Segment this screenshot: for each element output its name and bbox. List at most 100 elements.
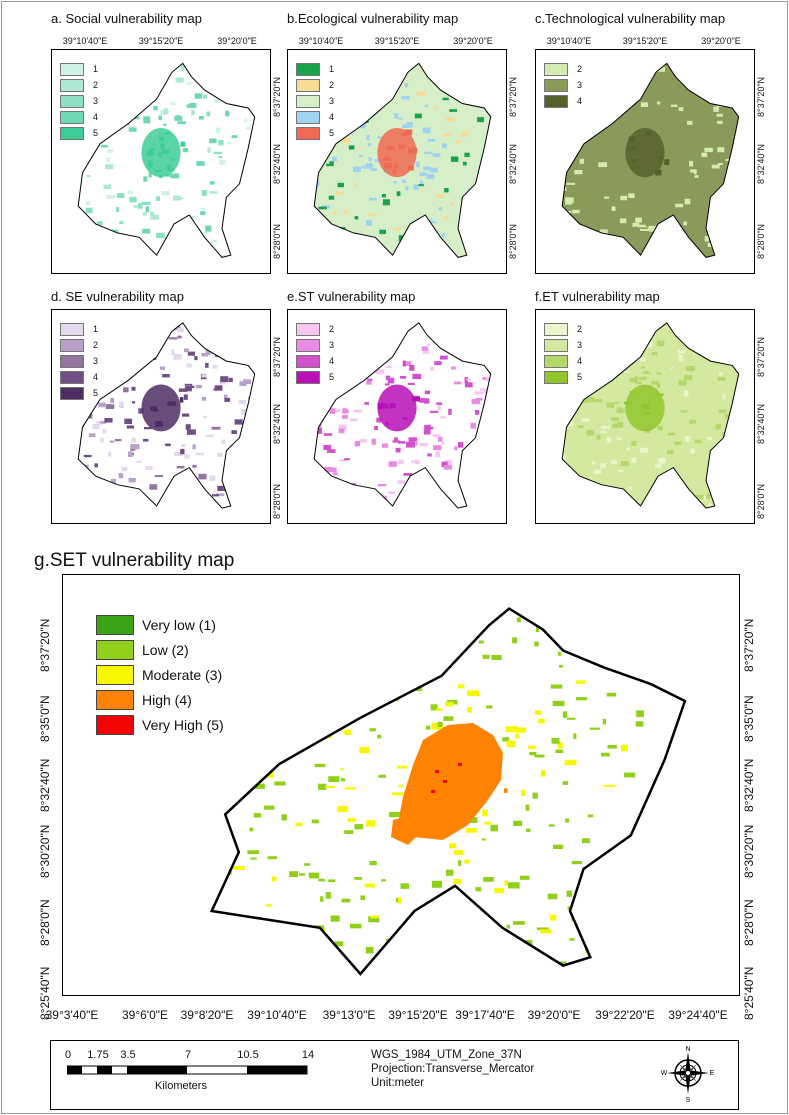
panel-lon-tick: 39°10'40"E bbox=[62, 36, 108, 46]
main-lat-tick-left: 8°37'20"N bbox=[38, 618, 52, 672]
legend-label: 2 bbox=[329, 324, 335, 334]
panel-map-canvas bbox=[77, 322, 256, 509]
panel-lat-tick: 8°32'40"N bbox=[508, 143, 518, 184]
scale-bar-number: 0 bbox=[64, 1049, 72, 1061]
legend-item: 3 bbox=[544, 77, 582, 93]
legend-label: 4 bbox=[329, 112, 335, 122]
map-footer bbox=[50, 1040, 739, 1110]
panel-map-2 bbox=[535, 49, 755, 274]
main-legend-label: Moderate (3) bbox=[142, 666, 223, 683]
datum-label: WGS_1984_UTM_Zone_37N bbox=[371, 1049, 522, 1061]
legend-label: 3 bbox=[93, 356, 99, 366]
legend-label: 1 bbox=[93, 64, 99, 74]
legend-item: 4 bbox=[296, 353, 334, 369]
main-lon-tick: 39°3'40"E bbox=[45, 1008, 99, 1022]
legend-item: 2 bbox=[296, 321, 334, 337]
panel-map-canvas bbox=[561, 62, 740, 258]
legend-swatch bbox=[60, 338, 84, 352]
main-lat-tick-right: 8°28'0"N bbox=[742, 899, 756, 946]
legend-swatch bbox=[296, 338, 320, 352]
main-legend-swatch bbox=[96, 714, 134, 735]
legend-swatch bbox=[544, 322, 568, 336]
panel-map-canvas bbox=[561, 322, 740, 509]
legend-item: 2 bbox=[60, 337, 98, 353]
panel-lon-tick: 39°10'40"E bbox=[546, 36, 592, 46]
panel-map-5 bbox=[535, 309, 755, 524]
legend-label: 5 bbox=[329, 128, 335, 138]
legend-label: 4 bbox=[93, 372, 99, 382]
legend-item: 1 bbox=[60, 321, 98, 337]
main-legend-item: Low (2) bbox=[96, 637, 224, 662]
legend-label: 3 bbox=[93, 96, 99, 106]
main-lat-tick-right: 8°32'40"N bbox=[742, 758, 756, 812]
panel-title-3: d. SE vulnerability map bbox=[51, 289, 184, 304]
legend-label: 3 bbox=[329, 340, 335, 350]
legend-swatch bbox=[60, 110, 84, 124]
main-legend-label: Very High (5) bbox=[142, 716, 224, 733]
main-legend-label: High (4) bbox=[142, 691, 192, 708]
panel-lat-tick: 8°37'20"N bbox=[756, 76, 766, 117]
legend-swatch bbox=[60, 94, 84, 108]
main-lon-tick: 39°17'40"E bbox=[455, 1008, 515, 1022]
panel-map-3 bbox=[51, 309, 271, 524]
panel-title-1: b.Ecological vulnerability map bbox=[287, 11, 459, 26]
panel-lat-tick: 8°28'0"N bbox=[272, 223, 282, 259]
legend-swatch bbox=[544, 78, 568, 92]
legend-label: 4 bbox=[329, 356, 335, 366]
legend-swatch bbox=[544, 354, 568, 368]
main-lat-tick-left: 8°28'0"N bbox=[38, 899, 52, 946]
panel-lat-tick: 8°37'20"N bbox=[272, 336, 282, 377]
panel-legend-1: 1 2 3 4 5 bbox=[296, 61, 334, 141]
legend-item: 3 bbox=[296, 337, 334, 353]
panel-map-4 bbox=[287, 309, 507, 524]
panel-legend-5: 2 3 4 5 bbox=[544, 321, 582, 385]
legend-label: 2 bbox=[329, 80, 335, 90]
legend-label: 2 bbox=[93, 340, 99, 350]
main-lat-tick-right: 8°25'40"N bbox=[742, 966, 756, 1020]
scale-bar-unit: Kilometers bbox=[155, 1080, 207, 1092]
scale-bar-number: 7 bbox=[184, 1049, 192, 1061]
legend-item: 4 bbox=[544, 93, 582, 109]
compass-n: N bbox=[685, 1046, 690, 1053]
legend-label: 5 bbox=[329, 372, 335, 382]
legend-swatch bbox=[60, 322, 84, 336]
legend-item: 5 bbox=[296, 125, 334, 141]
panel-lat-tick: 8°32'40"N bbox=[756, 143, 766, 184]
panel-lat-tick: 8°37'20"N bbox=[272, 76, 282, 117]
unit-label: Unit:meter bbox=[371, 1077, 425, 1089]
panel-lon-tick: 39°15'20"E bbox=[374, 36, 420, 46]
legend-item: 5 bbox=[296, 369, 334, 385]
legend-swatch bbox=[60, 354, 84, 368]
main-lat-tick-left: 8°25'40"N bbox=[38, 966, 52, 1020]
legend-swatch bbox=[296, 354, 320, 368]
legend-item: 1 bbox=[296, 61, 334, 77]
legend-item: 4 bbox=[60, 109, 98, 125]
panel-lat-tick: 8°32'40"N bbox=[272, 143, 282, 184]
north-arrow-compass-icon: N S W E bbox=[661, 1046, 715, 1103]
legend-item: 2 bbox=[544, 321, 582, 337]
legend-swatch bbox=[60, 126, 84, 140]
panel-legend-3: 1 2 3 4 5 bbox=[60, 321, 98, 401]
legend-label: 1 bbox=[329, 64, 335, 74]
scale-bar-number: 14 bbox=[301, 1049, 315, 1061]
legend-swatch bbox=[60, 386, 84, 400]
main-legend-swatch bbox=[96, 639, 134, 660]
legend-label: 2 bbox=[93, 80, 99, 90]
compass-e: E bbox=[710, 1070, 715, 1077]
main-lat-tick-left: 8°30'20"N bbox=[38, 824, 52, 878]
legend-label: 4 bbox=[577, 96, 583, 106]
legend-label: 3 bbox=[577, 340, 583, 350]
main-legend-swatch bbox=[96, 689, 134, 710]
main-legend-item: Very low (1) bbox=[96, 612, 224, 637]
panel-lat-tick: 8°37'20"N bbox=[756, 336, 766, 377]
legend-swatch bbox=[296, 110, 320, 124]
main-legend-item: Moderate (3) bbox=[96, 662, 224, 687]
panel-map-0 bbox=[51, 49, 271, 274]
legend-label: 1 bbox=[93, 324, 99, 334]
panel-lat-tick: 8°28'0"N bbox=[272, 483, 282, 519]
main-lon-tick: 39°24'40"E bbox=[668, 1008, 728, 1022]
main-lon-tick: 39°20'0"E bbox=[527, 1008, 581, 1022]
main-lon-tick: 39°13'0"E bbox=[322, 1008, 376, 1022]
legend-item: 5 bbox=[544, 369, 582, 385]
panel-lon-tick: 39°20'0"E bbox=[701, 36, 741, 46]
